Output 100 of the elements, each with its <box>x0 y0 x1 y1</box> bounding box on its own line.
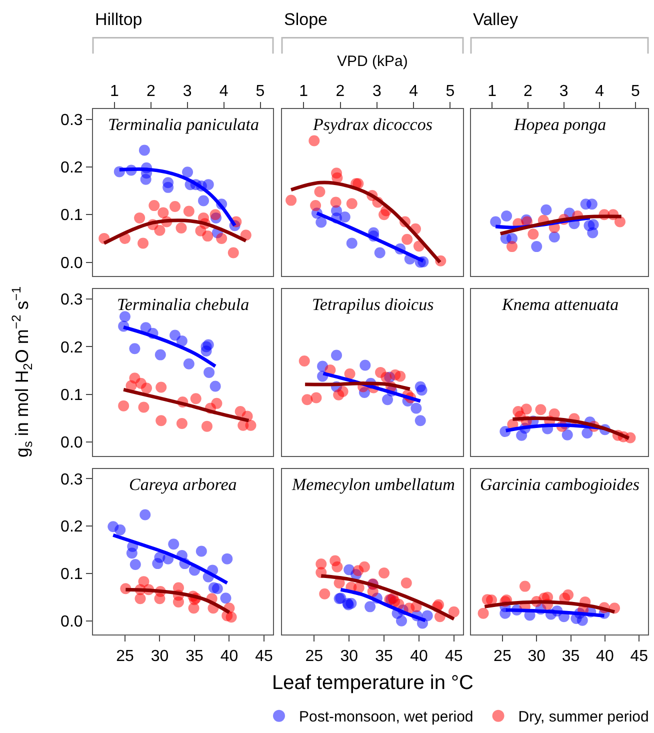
point <box>548 232 560 243</box>
point <box>374 247 386 258</box>
x-tick-label: 25 <box>116 648 134 665</box>
point <box>140 509 151 520</box>
x2-tick-label: 5 <box>256 82 265 100</box>
chart-title: Psydrax dicoccos <box>312 115 433 134</box>
point <box>138 238 149 249</box>
x2-tick-label: 5 <box>631 82 640 100</box>
chart-title: Terminalia chebula <box>117 295 250 314</box>
point <box>531 241 542 252</box>
point <box>367 586 378 598</box>
x-tick-label: 45 <box>445 648 463 665</box>
point <box>212 583 223 594</box>
chart-title: Garcinia cambogioides <box>480 475 640 494</box>
point <box>346 238 358 249</box>
point <box>528 228 539 240</box>
chart-title: Knema attenuata <box>501 295 619 314</box>
point <box>148 200 160 212</box>
point <box>196 546 207 557</box>
legend-label: Dry, summer period <box>518 708 649 726</box>
y-tick-label: 0.2 <box>60 339 83 356</box>
point <box>176 335 188 346</box>
point <box>360 360 371 371</box>
point <box>587 227 598 238</box>
point <box>298 356 310 366</box>
x-tick-label: 45 <box>255 648 273 665</box>
x2-tick-label: 4 <box>219 82 228 100</box>
point <box>202 179 214 190</box>
point <box>126 548 138 559</box>
x2-tick-label: 1 <box>488 82 497 100</box>
point <box>140 174 152 185</box>
x-tick-label: 40 <box>410 648 428 665</box>
point <box>396 615 407 626</box>
point <box>486 594 497 606</box>
point <box>331 350 342 361</box>
point <box>380 372 392 383</box>
chart-title: Terminalia paniculata <box>108 115 259 134</box>
point <box>158 207 169 218</box>
point <box>314 186 326 198</box>
y-tick-label: 0.1 <box>60 566 83 584</box>
point <box>210 209 221 220</box>
point <box>535 404 546 416</box>
point <box>162 182 174 193</box>
point <box>226 612 237 623</box>
y-tick-label: 0.0 <box>60 434 83 452</box>
point <box>308 135 320 146</box>
point <box>154 593 166 604</box>
point <box>330 196 342 208</box>
point <box>172 596 184 608</box>
point <box>201 420 212 432</box>
y-tick-label: 0.3 <box>60 471 83 488</box>
point <box>562 429 573 440</box>
point <box>586 198 598 210</box>
chart-subtitle: Slope <box>284 10 328 29</box>
point <box>170 201 181 212</box>
x-tick-label: 30 <box>150 648 169 665</box>
point <box>394 370 406 382</box>
point <box>540 204 552 216</box>
point <box>364 601 376 612</box>
point <box>478 608 489 619</box>
chart-subtitle: Hilltop <box>95 10 142 29</box>
x-axis-title: Leaf temperature in °C <box>272 672 474 694</box>
point <box>382 394 394 406</box>
point <box>562 589 574 600</box>
point <box>228 247 239 258</box>
point <box>520 404 532 415</box>
point <box>154 349 166 360</box>
point <box>176 418 188 429</box>
x2-tick-label: 4 <box>595 82 604 100</box>
point <box>220 592 232 604</box>
x-tick-label: 45 <box>630 648 648 665</box>
point <box>134 593 146 604</box>
point <box>316 216 327 228</box>
x-tick-label: 40 <box>596 648 614 665</box>
point <box>190 393 202 404</box>
x-tick-label: 25 <box>494 648 512 665</box>
point <box>129 343 140 354</box>
point <box>168 538 180 550</box>
x-tick-label: 35 <box>186 648 204 665</box>
point <box>506 241 518 252</box>
point <box>245 420 256 431</box>
x-tick-label: 35 <box>562 648 580 665</box>
y-tick-label: 0.1 <box>60 207 83 224</box>
x2-tick-label: 5 <box>446 82 455 100</box>
point <box>519 580 530 592</box>
chart-title: Careya arborea <box>129 475 237 494</box>
point <box>210 380 221 392</box>
x2-tick-label: 2 <box>336 82 345 100</box>
x2-tick-label: 3 <box>559 82 568 100</box>
point <box>198 195 209 206</box>
point <box>183 358 194 370</box>
point <box>134 212 146 224</box>
point <box>138 402 150 413</box>
point <box>346 198 358 210</box>
point <box>176 222 187 234</box>
x2-tick-label: 2 <box>146 82 156 100</box>
point <box>170 330 181 341</box>
chart-title: Memecylon umbellatum <box>291 475 455 494</box>
y-tick-label: 0.2 <box>60 518 83 536</box>
point <box>222 553 233 564</box>
